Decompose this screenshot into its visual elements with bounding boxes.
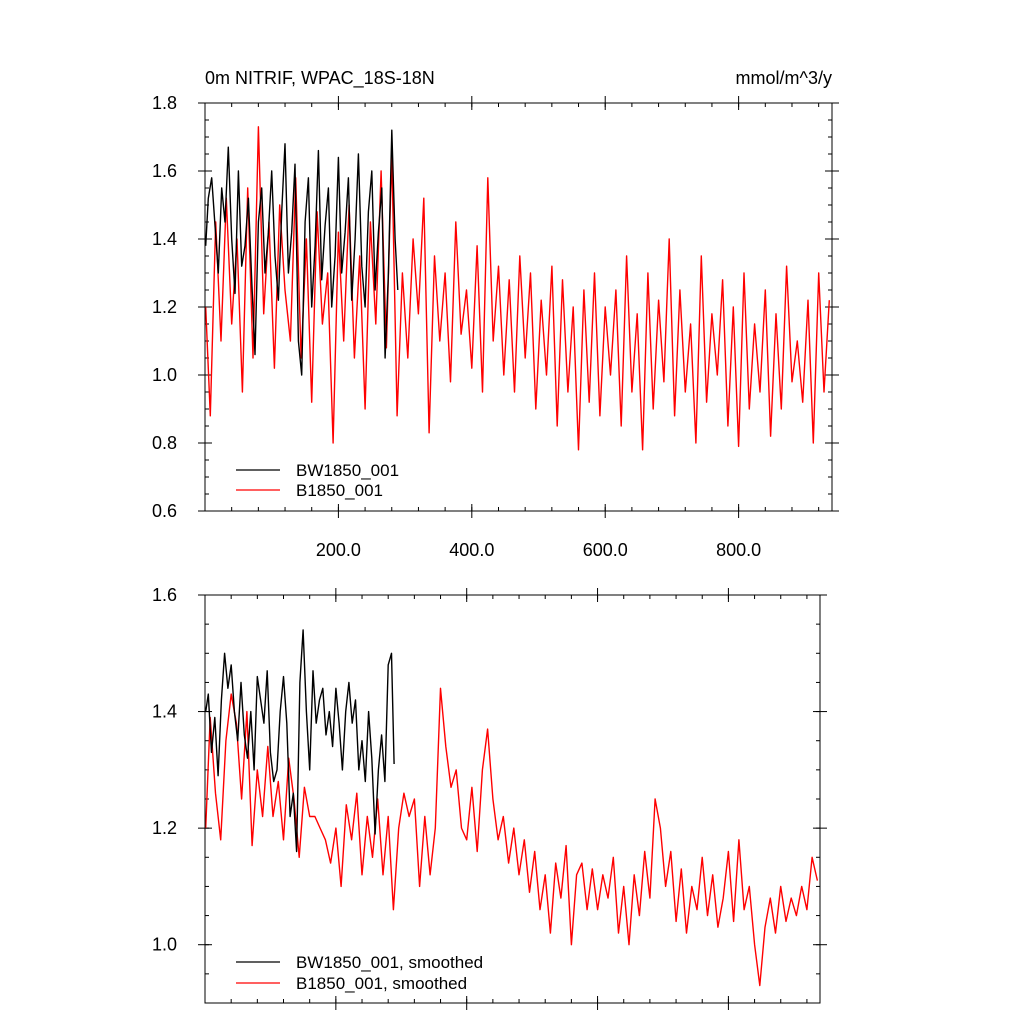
bottom-panel: 1.0 1.2 1.4 1.6 BW1850_001, smoothed B1850_… xyxy=(152,585,827,1010)
bottom-legend-label-b: B1850_001, smoothed xyxy=(296,974,467,993)
top-ytick-label: 1.8 xyxy=(152,93,177,113)
top-units: mmol/m^3/y xyxy=(736,68,832,88)
top-series xyxy=(205,126,830,451)
bottom-legend-label-bw: BW1850_001, smoothed xyxy=(296,953,483,972)
top-ytick-label: 1.4 xyxy=(152,229,177,249)
top-legend: BW1850_001 B1850_001 xyxy=(236,461,399,500)
top-ytick-label: 1.6 xyxy=(152,161,177,181)
bottom-legend: BW1850_001, smoothed B1850_001, smoothed xyxy=(236,953,483,993)
top-panel: 0m NITRIF, WPAC_18S-18N mmol/m^3/y 0.6 0.… xyxy=(152,68,839,560)
bottom-ytick-label: 1.2 xyxy=(152,818,177,838)
bottom-ticks: 1.0 1.2 1.4 1.6 xyxy=(152,585,827,1010)
top-ytick-label: 1.2 xyxy=(152,297,177,317)
top-title: 0m NITRIF, WPAC_18S-18N xyxy=(205,68,435,89)
top-legend-label-b: B1850_001 xyxy=(296,481,383,500)
top-ytick-label: 0.6 xyxy=(152,501,177,521)
top-legend-label-bw: BW1850_001 xyxy=(296,461,399,480)
top-xtick-label: 400.0 xyxy=(449,540,494,560)
top-plot-frame xyxy=(204,102,833,512)
bottom-series xyxy=(205,629,819,987)
top-series-line-b1850 xyxy=(205,126,830,451)
top-xtick-label: 800.0 xyxy=(716,540,761,560)
top-xtick-label: 200.0 xyxy=(316,540,361,560)
bottom-ytick-label: 1.4 xyxy=(152,702,177,722)
top-series-line-bw1850 xyxy=(205,129,399,376)
bottom-ytick-label: 1.6 xyxy=(152,585,177,605)
top-xtick-label: 600.0 xyxy=(583,540,628,560)
bottom-series-line-b1850 xyxy=(205,687,819,987)
bottom-ytick-label: 1.0 xyxy=(152,935,177,955)
bottom-plot-frame xyxy=(204,594,821,1004)
top-ytick-label: 1.0 xyxy=(152,365,177,385)
bottom-series-line-bw1850 xyxy=(205,629,395,853)
top-ytick-label: 0.8 xyxy=(152,433,177,453)
